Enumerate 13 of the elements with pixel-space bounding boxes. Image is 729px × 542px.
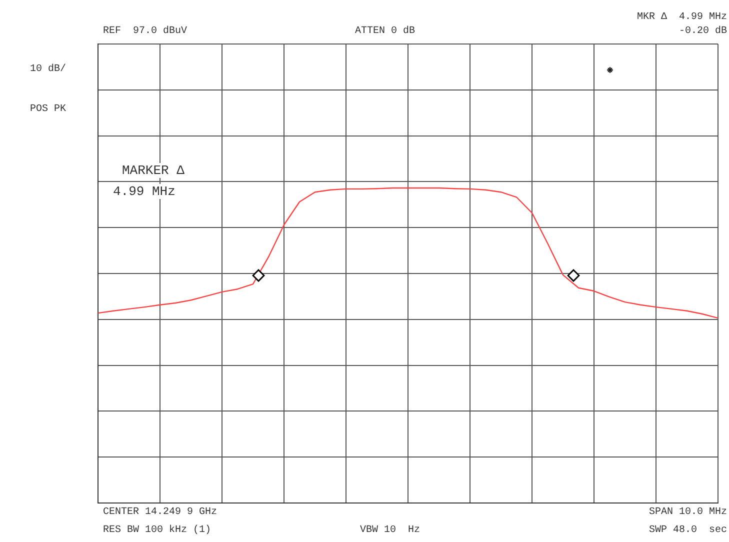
text: ATTEN 0 dB	[355, 26, 416, 37]
text: RES BW 100 kHz (1)	[103, 525, 212, 536]
annotation: 4.99 MHz	[113, 184, 176, 199]
text: VBW 10 Hz	[360, 525, 420, 536]
text: SWP 48.0 sec	[648, 525, 727, 536]
text: POS PK	[30, 104, 66, 115]
text: CENTER 14.249 9 GHz	[103, 507, 218, 518]
text: SPAN 10.0 MHz	[648, 507, 727, 518]
text: REF 97.0 dBuV	[103, 26, 188, 37]
text: MARKER Δ	[122, 163, 184, 178]
text: 10 dB/	[30, 64, 66, 75]
text: MKR Δ 4.99 MHz	[636, 12, 727, 23]
text: -0.20 dB	[678, 26, 727, 37]
